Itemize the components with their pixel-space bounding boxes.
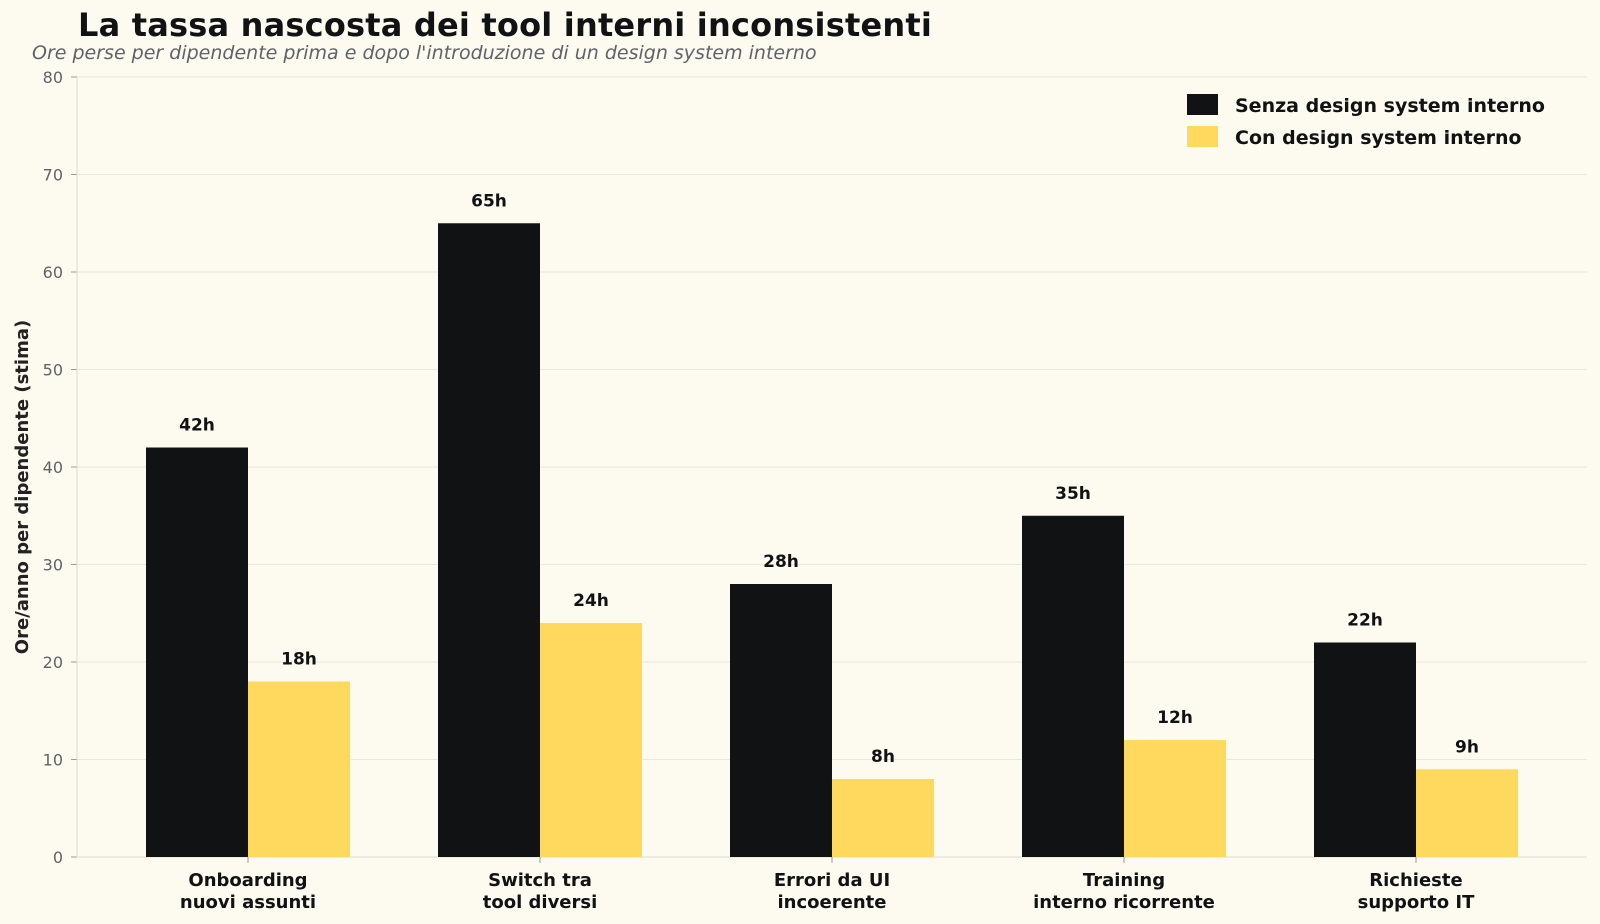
bar bbox=[730, 584, 832, 857]
x-tick-label: interno ricorrente bbox=[1033, 892, 1215, 913]
data-label: 22h bbox=[1347, 611, 1383, 631]
y-tick-label: 70 bbox=[43, 166, 63, 185]
legend-label: Con design system interno bbox=[1235, 127, 1522, 149]
x-tick-label: tool diversi bbox=[483, 892, 598, 913]
bar bbox=[438, 223, 540, 857]
bar bbox=[1416, 769, 1518, 857]
bars bbox=[146, 223, 1518, 857]
bar bbox=[832, 779, 934, 857]
x-tick-label: supporto IT bbox=[1358, 892, 1475, 913]
y-tick-label: 50 bbox=[43, 361, 63, 380]
data-label: 9h bbox=[1455, 737, 1479, 757]
y-tick-label: 30 bbox=[43, 556, 63, 575]
bar bbox=[248, 681, 350, 857]
x-tick-label: nuovi assunti bbox=[180, 892, 316, 913]
bar bbox=[1124, 740, 1226, 857]
data-label: 18h bbox=[281, 650, 317, 670]
data-label: 28h bbox=[763, 552, 799, 572]
data-label: 24h bbox=[573, 591, 609, 611]
legend-label: Senza design system interno bbox=[1235, 95, 1545, 117]
x-tick-label: Richieste bbox=[1369, 870, 1462, 891]
x-tick-label: incoerente bbox=[778, 892, 887, 913]
x-tick-label: Training bbox=[1083, 870, 1165, 891]
y-tick-label: 20 bbox=[43, 653, 63, 672]
data-label: 8h bbox=[871, 747, 895, 767]
data-label: 12h bbox=[1157, 708, 1193, 728]
x-tick-label: Errori da UI bbox=[774, 870, 890, 891]
y-tick-label: 10 bbox=[43, 751, 63, 770]
chart-title: La tassa nascosta dei tool interni incon… bbox=[78, 6, 933, 44]
y-tick-label: 60 bbox=[43, 263, 63, 282]
y-tick-label: 40 bbox=[43, 458, 63, 477]
bar bbox=[1314, 642, 1416, 857]
y-axis-title: Ore/anno per dipendente (stima) bbox=[12, 320, 33, 654]
data-label: 42h bbox=[179, 416, 215, 436]
x-tick-label: Onboarding bbox=[188, 870, 307, 891]
legend: Senza design system interno Con design sy… bbox=[1187, 94, 1545, 149]
data-label: 35h bbox=[1055, 484, 1091, 504]
bar bbox=[1022, 515, 1124, 857]
y-tick-label: 0 bbox=[53, 848, 63, 867]
legend-swatch bbox=[1187, 94, 1218, 115]
legend-swatch bbox=[1187, 126, 1218, 147]
data-label: 65h bbox=[471, 191, 507, 211]
bar bbox=[540, 623, 642, 857]
y-tick-label: 80 bbox=[43, 68, 63, 87]
x-tick-label: Switch tra bbox=[488, 870, 592, 891]
chart-subtitle: Ore perse per dipendente prima e dopo l'… bbox=[32, 42, 817, 64]
bar bbox=[146, 447, 248, 857]
